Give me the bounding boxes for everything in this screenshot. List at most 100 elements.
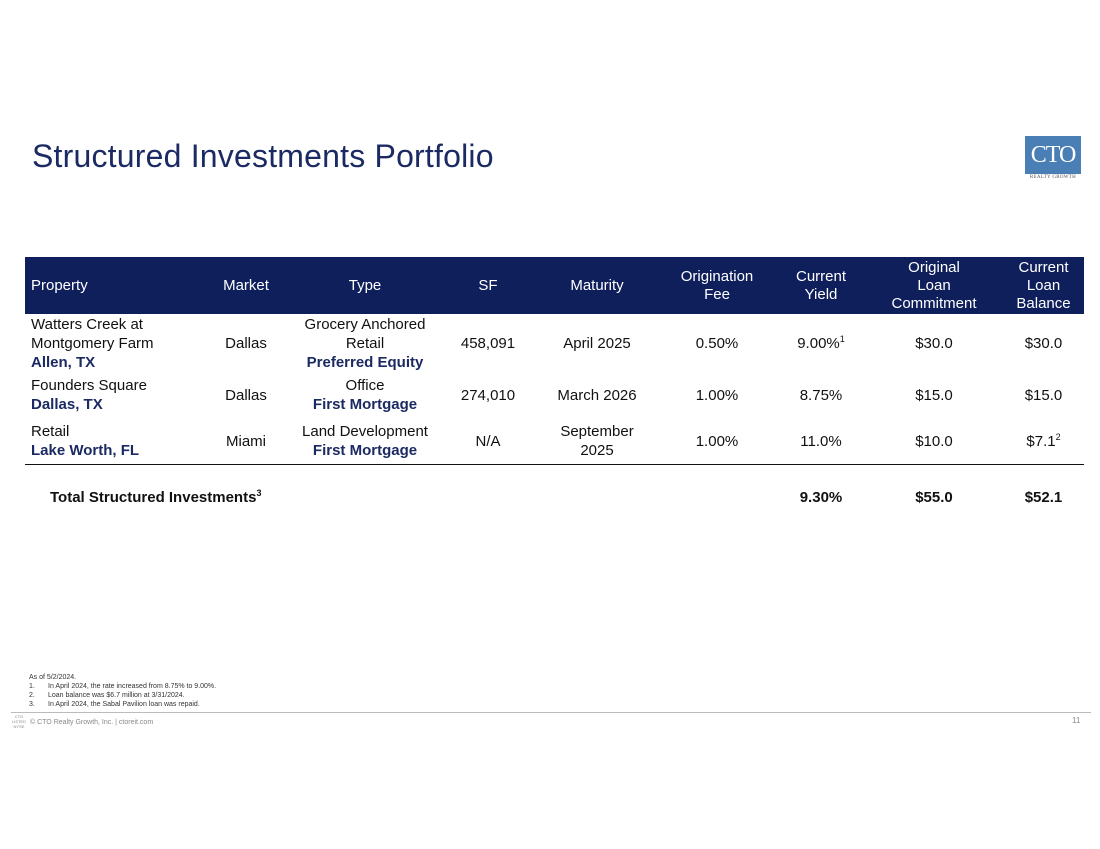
property-name: Founders Square bbox=[31, 377, 147, 394]
type-cell: Grocery Anchored Retail Preferred Equity bbox=[291, 314, 439, 372]
commitment-cell: $10.0 bbox=[865, 418, 1003, 465]
total-row: Total Structured Investments3 9.30% $55.… bbox=[25, 481, 1084, 513]
header-text: Loan bbox=[917, 276, 951, 294]
sf-cell: 274,010 bbox=[460, 386, 516, 404]
sf-cell: N/A bbox=[439, 418, 537, 465]
property-cell: Watters Creek at Montgomery Farm Allen, … bbox=[25, 314, 201, 372]
header-property: Property bbox=[31, 276, 88, 294]
sf-cell: 458,091 bbox=[460, 334, 516, 352]
footer-logo-line: CTO bbox=[14, 714, 24, 719]
footer-logo-line: LISTED bbox=[11, 719, 26, 724]
header-current-balance: Current Loan Balance bbox=[1003, 257, 1084, 314]
property-location: Lake Worth, FL bbox=[31, 442, 140, 459]
total-yield: 9.30% bbox=[799, 488, 843, 506]
property-type: Retail bbox=[345, 334, 385, 352]
footnote-item: 3. In April 2024, the Sabal Pavilion loa… bbox=[29, 700, 216, 709]
header-text: Origination bbox=[680, 267, 754, 285]
footnote-text: Loan balance was $6.7 million at 3/31/20… bbox=[48, 692, 185, 699]
yield-cell: 9.00%1 bbox=[777, 314, 865, 372]
total-label-cell: Total Structured Investments3 bbox=[25, 481, 777, 513]
header-origination-fee: Origination Fee bbox=[657, 257, 777, 314]
footer-copyright: © CTO Realty Growth, Inc. | ctoreit.com bbox=[30, 719, 154, 726]
spacer-cell bbox=[25, 465, 1084, 482]
yield-cell: 8.75% bbox=[799, 386, 843, 404]
yield-cell: 11.0% bbox=[777, 418, 865, 465]
footnote-marker: 2 bbox=[1055, 431, 1061, 442]
property-location: Dallas, TX bbox=[31, 396, 103, 413]
footer-logo-line: NYSE bbox=[13, 724, 25, 729]
footnote-marker: 1 bbox=[839, 333, 845, 344]
maturity-value: September bbox=[560, 423, 634, 440]
header-text: Current bbox=[795, 267, 847, 285]
header-text: Current bbox=[1018, 258, 1069, 276]
header-text: Fee bbox=[704, 285, 730, 303]
footnote-number: 2. bbox=[29, 692, 35, 699]
footnote-text: In April 2024, the rate increased from 8… bbox=[48, 683, 217, 690]
total-label: Total Structured Investments bbox=[50, 488, 257, 506]
type-cell: Land Development First Mortgage bbox=[291, 418, 439, 465]
maturity-cell: March 2026 bbox=[557, 386, 637, 404]
footnote-number: 3. bbox=[29, 701, 35, 708]
header-original-commitment: Original Loan Commitment bbox=[865, 257, 1003, 314]
header-current-yield: Current Yield bbox=[777, 257, 865, 314]
type-cell: Office First Mortgage bbox=[291, 372, 439, 418]
market-cell: Dallas bbox=[225, 334, 267, 352]
footnote-text: In April 2024, the Sabal Pavilion loan w… bbox=[48, 701, 200, 708]
property-cell: Founders Square Dallas, TX bbox=[25, 372, 201, 418]
header-text: Commitment bbox=[891, 294, 977, 312]
header-text: Original bbox=[908, 258, 960, 276]
footnotes: As of 5/2/2024. 1. In April 2024, the ra… bbox=[29, 673, 216, 709]
footer-logo: CTO LISTED NYSE bbox=[11, 714, 27, 729]
yield-value: 9.00% bbox=[797, 334, 840, 352]
as-of-note: As of 5/2/2024. bbox=[29, 674, 77, 681]
footnote-item: 1. In April 2024, the rate increased fro… bbox=[29, 682, 216, 691]
table-header-row: Property Market Type SF Maturity Origina… bbox=[25, 257, 1084, 314]
commitment-cell: $15.0 bbox=[915, 386, 953, 404]
maturity-cell: April 2025 bbox=[563, 334, 631, 352]
maturity-value: 2025 bbox=[580, 442, 614, 459]
balance-cell: $7.12 bbox=[1003, 418, 1084, 465]
table-row: Retail Lake Worth, FL Miami Land Develop… bbox=[25, 418, 1084, 465]
total-balance: $52.1 bbox=[1024, 488, 1063, 506]
footnote-marker: 3 bbox=[256, 487, 262, 498]
table-row: Founders Square Dallas, TX Dallas Office… bbox=[25, 372, 1084, 418]
fee-cell: 1.00% bbox=[695, 386, 739, 404]
investment-type: First Mortgage bbox=[312, 442, 418, 459]
header-text: Yield bbox=[804, 285, 838, 303]
page-number: 11 bbox=[1072, 716, 1081, 725]
header-market: Market bbox=[223, 276, 269, 294]
footnote-item: 2. Loan balance was $6.7 million at 3/31… bbox=[29, 691, 216, 700]
property-cell: Retail Lake Worth, FL bbox=[25, 418, 201, 465]
logo-mark: CTO bbox=[1025, 136, 1081, 174]
balance-value: $7.1 bbox=[1026, 432, 1056, 450]
header-text: Loan Balance bbox=[1016, 276, 1071, 312]
investment-type: Preferred Equity bbox=[306, 353, 424, 371]
fee-cell: 0.50% bbox=[695, 334, 739, 352]
fee-cell: 1.00% bbox=[657, 418, 777, 465]
total-commitment: $55.0 bbox=[915, 488, 953, 506]
portfolio-table: Property Market Type SF Maturity Origina… bbox=[25, 257, 1084, 513]
property-type: Grocery Anchored bbox=[304, 315, 426, 333]
investment-type: First Mortgage bbox=[312, 396, 418, 413]
table-row: Watters Creek at Montgomery Farm Allen, … bbox=[25, 314, 1084, 372]
maturity-cell: September 2025 bbox=[537, 418, 657, 465]
property-type: Office bbox=[345, 377, 385, 394]
property-name: Watters Creek at bbox=[31, 315, 143, 333]
property-name: Montgomery Farm bbox=[31, 334, 154, 352]
logo-subtitle: REALTY GROWTH bbox=[1029, 175, 1077, 180]
header-sf: SF bbox=[478, 276, 498, 294]
footnote-number: 1. bbox=[29, 683, 35, 690]
market-cell: Dallas bbox=[225, 386, 267, 404]
page-title: Structured Investments Portfolio bbox=[32, 138, 494, 174]
spacer-row bbox=[25, 465, 1084, 482]
balance-cell: $30.0 bbox=[1024, 334, 1063, 352]
balance-cell: $15.0 bbox=[1024, 386, 1063, 404]
property-type: Land Development bbox=[302, 423, 428, 440]
commitment-cell: $30.0 bbox=[915, 334, 953, 352]
header-maturity: Maturity bbox=[570, 276, 624, 294]
market-cell: Miami bbox=[201, 418, 291, 465]
footer-divider bbox=[11, 712, 1091, 713]
property-name: Retail bbox=[31, 423, 70, 440]
header-type: Type bbox=[348, 276, 382, 294]
company-logo: CTO REALTY GROWTH bbox=[1025, 136, 1081, 180]
